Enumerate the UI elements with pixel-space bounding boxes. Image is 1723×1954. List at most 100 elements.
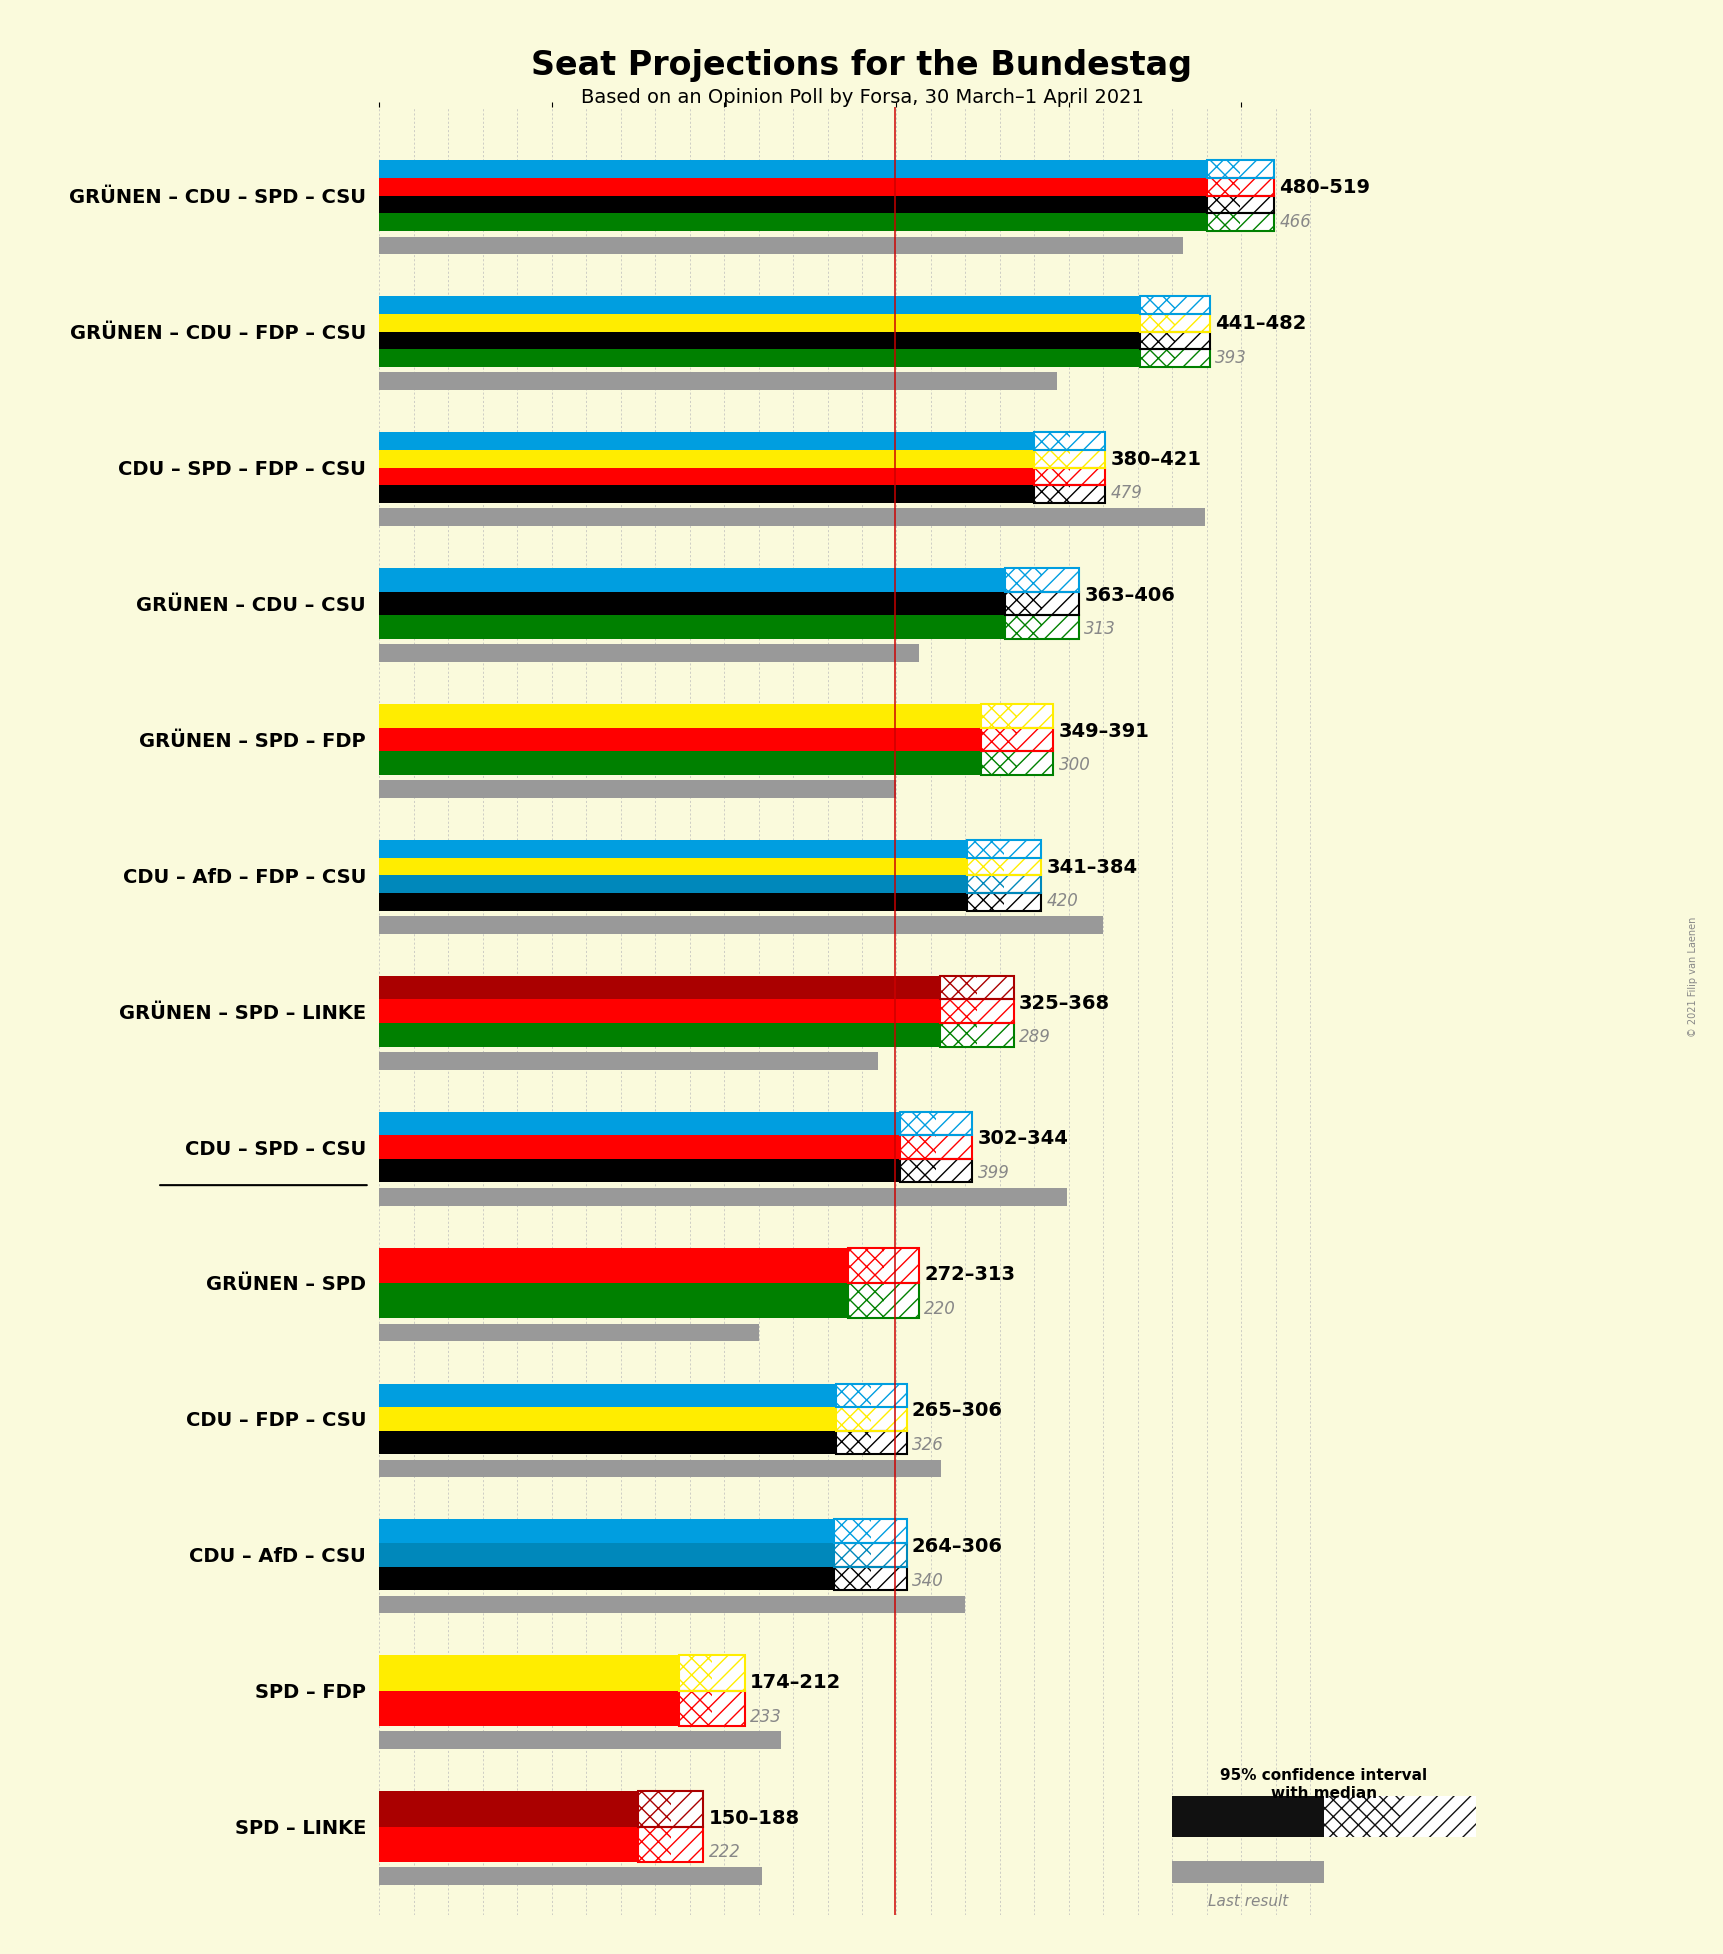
Bar <box>379 315 1139 332</box>
Bar <box>980 727 1053 750</box>
Bar <box>870 1430 906 1454</box>
Bar <box>638 1792 703 1827</box>
Bar <box>712 1690 744 1725</box>
Bar <box>1003 875 1041 893</box>
Bar <box>1003 840 1041 858</box>
Bar <box>1017 703 1053 727</box>
Bar <box>1206 213 1273 231</box>
Bar <box>899 1159 972 1182</box>
Bar <box>379 373 1056 391</box>
Bar <box>379 1596 965 1614</box>
Bar <box>1005 592 1041 616</box>
Bar <box>967 858 1003 875</box>
Bar <box>939 975 975 998</box>
Bar <box>1034 467 1104 485</box>
Bar <box>1003 840 1041 858</box>
Bar <box>1041 592 1079 616</box>
Bar <box>679 1690 744 1725</box>
Bar <box>939 1024 1013 1047</box>
Bar <box>1239 195 1273 213</box>
Text: 174–212: 174–212 <box>750 1673 841 1692</box>
Bar <box>379 840 967 858</box>
Bar <box>638 1827 670 1862</box>
Bar <box>379 432 1034 449</box>
Bar <box>1139 350 1210 367</box>
Bar <box>936 1112 972 1135</box>
Bar <box>379 1827 638 1862</box>
Bar <box>1068 467 1104 485</box>
Bar <box>939 975 975 998</box>
Bar <box>848 1284 882 1319</box>
Bar <box>379 1188 1067 1206</box>
Bar <box>638 1827 703 1862</box>
Bar <box>1034 432 1068 449</box>
Bar <box>638 1792 670 1827</box>
Bar <box>1139 297 1175 315</box>
Bar <box>379 178 1206 195</box>
Bar <box>1206 213 1239 231</box>
Bar <box>870 1544 906 1567</box>
Bar <box>379 1567 834 1591</box>
Bar <box>882 1284 918 1319</box>
Bar <box>379 1655 679 1690</box>
Bar <box>379 1159 899 1182</box>
Bar <box>967 893 1041 911</box>
Bar <box>1239 213 1273 231</box>
Bar <box>679 1655 712 1690</box>
Bar <box>1041 569 1079 592</box>
Bar <box>712 1655 744 1690</box>
Bar <box>379 1544 834 1567</box>
Bar <box>836 1430 870 1454</box>
Bar <box>379 1430 836 1454</box>
Bar <box>1139 350 1175 367</box>
Bar <box>379 727 980 750</box>
Bar <box>379 1460 941 1477</box>
Bar <box>679 1690 712 1725</box>
Bar <box>379 645 918 662</box>
Bar <box>836 1383 870 1407</box>
Bar <box>1017 727 1053 750</box>
Bar <box>1206 160 1239 178</box>
Bar <box>836 1383 870 1407</box>
Bar <box>1068 485 1104 502</box>
Bar <box>1003 858 1041 875</box>
Bar <box>379 1112 899 1135</box>
Bar <box>936 1112 972 1135</box>
Bar <box>1068 432 1104 449</box>
Bar <box>870 1383 906 1407</box>
Bar <box>379 508 1204 526</box>
Bar <box>1017 703 1053 727</box>
Bar <box>379 592 1005 616</box>
Bar <box>1399 1796 1475 1837</box>
Bar <box>980 750 1053 774</box>
Bar <box>670 1792 703 1827</box>
Bar <box>975 975 1013 998</box>
Bar <box>870 1383 906 1407</box>
Bar <box>1003 858 1041 875</box>
Bar <box>882 1249 918 1284</box>
Bar <box>712 1655 744 1690</box>
Bar <box>379 780 896 797</box>
Bar <box>1139 297 1175 315</box>
Text: Seat Projections for the Bundestag: Seat Projections for the Bundestag <box>531 49 1192 82</box>
Bar <box>980 750 1017 774</box>
Bar <box>1139 350 1175 367</box>
Bar <box>1041 616 1079 639</box>
Text: 363–406: 363–406 <box>1084 586 1175 606</box>
Bar <box>1041 569 1079 592</box>
Bar <box>379 616 1005 639</box>
Bar <box>1173 315 1210 332</box>
Text: 341–384: 341–384 <box>1046 858 1137 877</box>
Bar <box>1139 315 1175 332</box>
Bar <box>834 1520 870 1544</box>
Bar <box>670 1792 703 1827</box>
Bar <box>882 1249 918 1284</box>
Bar <box>836 1430 906 1454</box>
Bar <box>836 1430 870 1454</box>
Bar <box>1017 750 1053 774</box>
Bar <box>848 1249 882 1284</box>
Bar <box>379 1323 758 1342</box>
Bar <box>834 1544 906 1567</box>
Bar <box>980 727 1017 750</box>
Text: © 2021 Filip van Laenen: © 2021 Filip van Laenen <box>1687 916 1697 1038</box>
